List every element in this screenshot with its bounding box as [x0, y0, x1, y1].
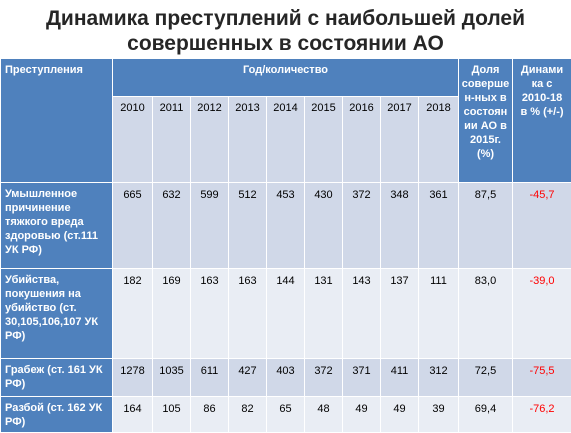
value-cell-2015: 430 — [305, 183, 343, 269]
value-cell-2015: 131 — [305, 269, 343, 359]
value-cell-2013: 427 — [229, 359, 267, 397]
value-cell-2016: 371 — [343, 359, 381, 397]
value-cell-2015: 48 — [305, 397, 343, 433]
header-share-line: Доля — [460, 63, 511, 77]
value-cell-2012: 86 — [191, 397, 229, 433]
value-cell-2012: 163 — [191, 269, 229, 359]
value-cell-2011: 105 — [153, 397, 191, 433]
header-crime: Преступления — [1, 59, 113, 183]
dynamics-cell: -75,5 — [513, 359, 571, 397]
value-cell-2010: 1278 — [113, 359, 153, 397]
crime-name-line: здоровью (ст.111 — [5, 229, 108, 243]
header-years-group: Год/количество — [113, 59, 459, 97]
value-cell-2012: 599 — [191, 183, 229, 269]
value-cell-2018: 111 — [419, 269, 459, 359]
value-cell-2017: 348 — [381, 183, 419, 269]
crime-name-line: убийство (ст. — [5, 301, 108, 315]
year-header-2017: 2017 — [381, 97, 419, 183]
header-share-line: состоян — [460, 105, 511, 119]
year-header-2013: 2013 — [229, 97, 267, 183]
header-dynamics-line: 2010-18 — [514, 91, 570, 105]
value-cell-2017: 137 — [381, 269, 419, 359]
value-cell-2011: 632 — [153, 183, 191, 269]
share-cell: 72,5 — [459, 359, 513, 397]
header-dynamics: Динами ка с 2010-18 в % (+/-) — [513, 59, 571, 183]
share-cell: 87,5 — [459, 183, 513, 269]
crime-name-line: УК РФ) — [5, 243, 108, 257]
value-cell-2010: 182 — [113, 269, 153, 359]
crime-name-line: РФ) — [5, 329, 108, 343]
value-cell-2018: 312 — [419, 359, 459, 397]
year-header-2015: 2015 — [305, 97, 343, 183]
header-dynamics-line: ка с — [514, 77, 570, 91]
value-cell-2018: 39 — [419, 397, 459, 433]
value-cell-2016: 372 — [343, 183, 381, 269]
value-cell-2013: 512 — [229, 183, 267, 269]
header-share-line: (%) — [460, 147, 511, 161]
year-header-2010: 2010 — [113, 97, 153, 183]
value-cell-2012: 611 — [191, 359, 229, 397]
year-header-2012: 2012 — [191, 97, 229, 183]
value-cell-2010: 665 — [113, 183, 153, 269]
value-cell-2013: 82 — [229, 397, 267, 433]
header-share-line: 2015г. — [460, 133, 511, 147]
year-header-2016: 2016 — [343, 97, 381, 183]
dynamics-cell: -45,7 — [513, 183, 571, 269]
crime-name-line: РФ) — [5, 415, 108, 429]
value-cell-2010: 164 — [113, 397, 153, 433]
share-cell: 69,4 — [459, 397, 513, 433]
slide-title: Динамика преступлений с наибольшей долей… — [0, 6, 571, 56]
value-cell-2016: 143 — [343, 269, 381, 359]
value-cell-2014: 65 — [267, 397, 305, 433]
value-cell-2014: 403 — [267, 359, 305, 397]
header-share: Доля соверше н-ных в состоян ии АО в 201… — [459, 59, 513, 183]
crime-dynamics-table: Преступления Год/количество Доля соверше… — [0, 58, 571, 433]
slide-title-line-2: совершенных в состоянии АО — [0, 31, 571, 56]
value-cell-2017: 411 — [381, 359, 419, 397]
dynamics-cell: -39,0 — [513, 269, 571, 359]
year-header-2014: 2014 — [267, 97, 305, 183]
value-cell-2014: 453 — [267, 183, 305, 269]
value-cell-2018: 361 — [419, 183, 459, 269]
value-cell-2011: 1035 — [153, 359, 191, 397]
header-dynamics-line: в % (+/-) — [514, 105, 570, 119]
crime-name-line: Разбой (ст. 162 УК — [5, 401, 108, 415]
dynamics-cell: -76,2 — [513, 397, 571, 433]
crime-name-line: Убийства, — [5, 273, 108, 287]
header-dynamics-line: Динами — [514, 63, 570, 77]
header-share-line: соверше — [460, 77, 511, 91]
value-cell-2015: 372 — [305, 359, 343, 397]
crime-name-line: тяжкого вреда — [5, 215, 108, 229]
value-cell-2011: 169 — [153, 269, 191, 359]
crime-name-line: Грабеж (ст. 161 УК — [5, 363, 108, 377]
value-cell-2014: 144 — [267, 269, 305, 359]
crime-name-line: покушения на — [5, 287, 108, 301]
header-share-line: н-ных в — [460, 91, 511, 105]
header-share-line: ии АО в — [460, 119, 511, 133]
value-cell-2013: 163 — [229, 269, 267, 359]
crime-name-line: РФ) — [5, 377, 108, 391]
crime-name-line: 30,105,106,107 УК — [5, 315, 108, 329]
crime-name-line: причинение — [5, 201, 108, 215]
slide-title-line-1: Динамика преступлений с наибольшей долей — [0, 6, 571, 31]
value-cell-2016: 49 — [343, 397, 381, 433]
crime-name-line: Умышленное — [5, 187, 108, 201]
value-cell-2017: 49 — [381, 397, 419, 433]
year-header-2018: 2018 — [419, 97, 459, 183]
year-header-2011: 2011 — [153, 97, 191, 183]
share-cell: 83,0 — [459, 269, 513, 359]
